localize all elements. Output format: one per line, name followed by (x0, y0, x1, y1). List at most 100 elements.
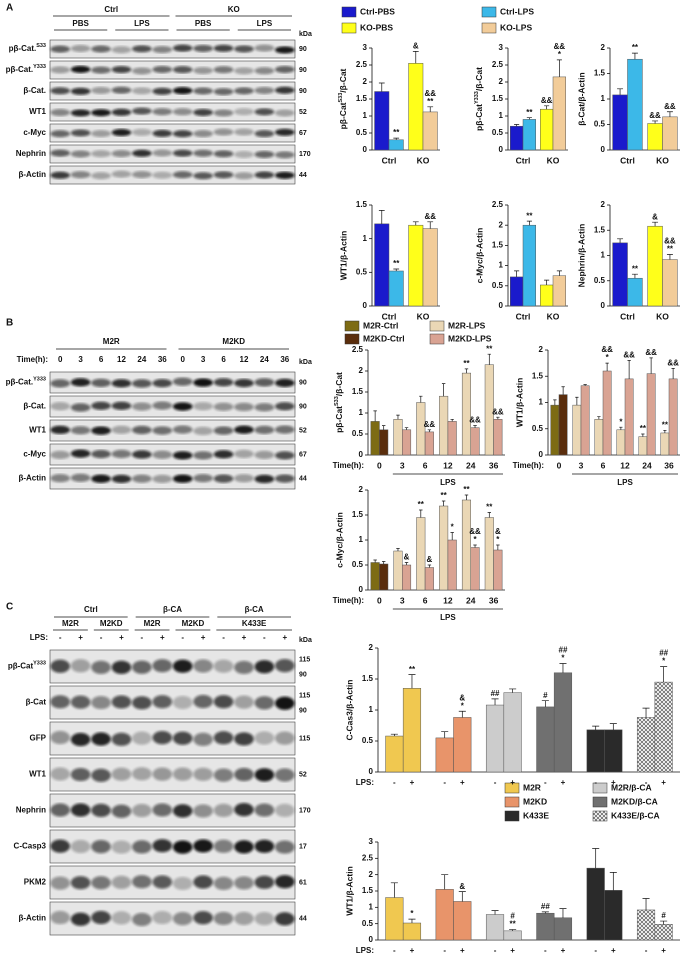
blot-band (50, 45, 71, 53)
blot-band (213, 109, 234, 117)
significance-mark: ** (486, 344, 493, 353)
blot-band (254, 660, 275, 674)
blot-band (91, 910, 111, 925)
y-tick-label: 0 (363, 301, 368, 310)
blot-row-label: β-Actin (18, 914, 46, 923)
y-tick-label: 2 (601, 43, 606, 52)
y-tick-label: 0.5 (362, 919, 374, 928)
bar (370, 562, 380, 591)
blot-band (70, 87, 91, 95)
blot-strip (49, 371, 296, 394)
error-bar (592, 725, 600, 730)
bar (660, 432, 670, 456)
blot-band (91, 426, 111, 435)
bar (485, 914, 505, 941)
error-bar (404, 427, 409, 430)
kda-label: 17 (299, 843, 307, 850)
blot-band (193, 911, 213, 925)
bar (540, 284, 554, 307)
bar (654, 681, 673, 773)
error-bar (642, 707, 650, 718)
y-label-text: /β-Cat (334, 372, 344, 396)
blot-band (50, 149, 71, 157)
y-axis-label: pβ-CatY333/β-Cat (474, 67, 484, 131)
significance-mark: && (664, 237, 676, 246)
significance-mark: * (461, 701, 465, 710)
blot-band (254, 171, 275, 179)
group-label: KO (228, 5, 240, 14)
blot-band (50, 876, 71, 890)
error-bar (597, 416, 601, 420)
blot-band (70, 378, 91, 387)
blot-band (234, 128, 254, 136)
blot-band (50, 108, 71, 117)
bar-label: + (561, 946, 566, 955)
lps-sign: + (160, 633, 165, 642)
blot-strip (49, 123, 296, 143)
significance-mark: * (606, 353, 610, 362)
blot-band (213, 695, 234, 709)
error-bar (652, 221, 659, 227)
time-label: Time(h): (17, 355, 48, 364)
bar (636, 717, 656, 773)
legend-swatch (592, 810, 608, 822)
bar (447, 539, 457, 591)
bar (594, 419, 604, 456)
blot-band (234, 150, 254, 159)
kda-label: 67 (299, 451, 307, 458)
significance-mark: # (510, 912, 515, 921)
kda-label: 52 (299, 771, 307, 778)
y-tick-label: 0.5 (352, 560, 364, 569)
unit-label: kDa (299, 359, 312, 366)
significance-mark: && (492, 407, 504, 416)
y-tick-label: 2.5 (362, 853, 374, 862)
blot-band (50, 402, 71, 411)
blot-band (193, 402, 213, 411)
kda-label: 52 (299, 109, 307, 116)
blot-band (172, 876, 193, 891)
significance-mark: ** (427, 97, 434, 106)
error-bar (381, 561, 386, 564)
time-value: 6 (221, 355, 226, 364)
kda-label: 44 (299, 172, 307, 179)
legend-swatch (592, 782, 608, 794)
row-label-sup: Y333 (33, 377, 46, 383)
y-tick-label: 3 (363, 43, 368, 52)
bar (379, 563, 389, 591)
error-bar (631, 52, 638, 60)
blot-band (213, 450, 234, 459)
bar (627, 58, 643, 151)
bar (447, 421, 457, 456)
row-label-text: β-Actin (18, 914, 46, 923)
subgroup-label: LPS (134, 19, 150, 28)
y-tick-label: 1.5 (594, 225, 606, 234)
blot-band (152, 450, 173, 459)
error-bar (666, 254, 673, 260)
blot-band (50, 803, 71, 817)
blot-row-label: β-Cat. (23, 402, 46, 411)
y-tick-label: 0 (499, 145, 504, 154)
error-bar (642, 898, 650, 910)
x-tick-label: 24 (466, 460, 476, 470)
blot-row-label: pβ-CatY333 (8, 661, 46, 671)
y-tick-label: 0 (359, 450, 364, 459)
blot-row-label: pβ-Cat.Y333 (6, 64, 46, 74)
error-bar (514, 124, 520, 127)
x-tick-label: 36 (489, 460, 499, 470)
x-prefix: Time(h): (513, 461, 544, 470)
blot-band (132, 402, 152, 411)
blot-strip (49, 395, 296, 418)
bar (586, 867, 605, 941)
blot-band (234, 911, 254, 926)
blot-band (152, 910, 173, 925)
bar (647, 225, 663, 307)
y-axis-label: c-Myc/β-Actin (474, 228, 484, 284)
blot-band (193, 839, 213, 853)
blot-band (111, 449, 132, 459)
group-label: β-CA (163, 605, 182, 614)
y-tick-label: 2 (499, 220, 504, 229)
error-bar (526, 117, 532, 120)
error-bar (541, 911, 549, 914)
x-tick-label: 36 (489, 595, 499, 605)
blot-band (111, 46, 132, 54)
